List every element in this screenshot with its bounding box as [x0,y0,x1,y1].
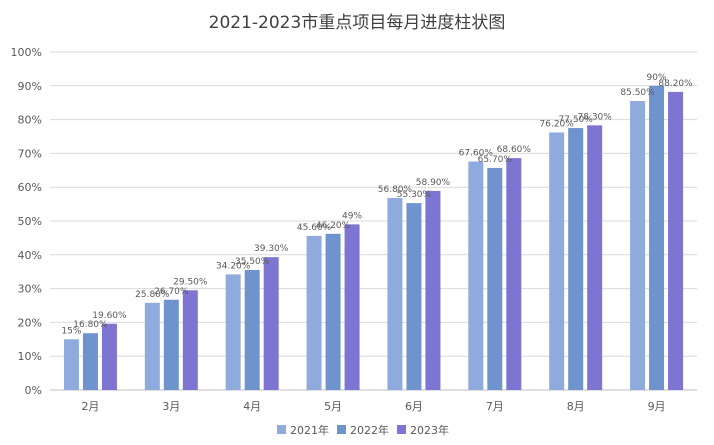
bar [244,270,260,390]
bar [630,101,646,390]
data-label: 90% [647,73,667,83]
legend-label: 2023年 [410,423,449,437]
y-tick-label: 100% [11,46,42,59]
data-label: 78.30% [578,112,613,122]
bar [468,161,484,390]
data-label: 85.50% [620,88,655,98]
bar [82,333,98,390]
x-tick-label: 6月 [405,400,423,413]
legend: 2021年 2022年 2023年 [277,423,449,437]
data-label: 55.30% [397,190,432,200]
bar [649,85,665,391]
y-tick-label: 20% [18,316,42,329]
x-tick-label: 5月 [324,400,342,413]
data-label: 68.60% [497,145,532,155]
data-label: 49% [342,211,362,221]
bar [263,257,279,390]
bar [182,290,198,390]
x-tick-label: 7月 [486,400,504,413]
bar [163,299,179,390]
bar [325,233,341,390]
bar [668,91,684,390]
y-tick-label: 0% [25,384,42,397]
chart-title: 2021-2023市重点项目每月进度柱状图 [209,13,506,33]
data-label: 19.60% [92,311,127,321]
bar [101,323,117,390]
y-tick-label: 80% [18,114,42,127]
bar [144,302,160,390]
legend-swatch [277,425,286,434]
data-label: 76.20% [540,119,575,129]
bar [63,339,79,390]
bar [549,132,565,390]
x-tick-label: 8月 [567,400,585,413]
bar [568,128,584,391]
legend-label: 2022年 [350,423,389,437]
bar [506,158,522,390]
data-label: 56.80% [378,185,413,195]
x-tick-label: 2月 [81,400,99,413]
data-label: 34.20% [216,261,251,271]
bar [225,274,241,390]
data-label: 88.20% [658,79,693,89]
bar [587,125,603,390]
bars [63,85,684,391]
legend-swatch [337,425,346,434]
data-label: 39.30% [254,244,289,254]
legend-swatch [397,425,406,434]
bar [487,167,503,390]
data-label: 16.80% [73,320,108,330]
data-label: 29.50% [173,277,208,287]
data-label: 65.70% [478,155,513,165]
x-axis-ticks: 2月 3月 4月 5月 6月 7月 8月 9月 [81,400,665,413]
y-tick-label: 90% [18,80,42,93]
y-tick-label: 30% [18,283,42,296]
bar [387,198,403,390]
data-label: 46.20% [316,221,351,231]
data-label: 67.60% [459,149,494,159]
legend-label: 2021年 [290,423,329,437]
data-labels: 15%16.80%19.60% 25.80%26.70%29.50% 34.20%3… [61,73,693,336]
bar [306,235,322,390]
y-tick-label: 60% [18,181,42,194]
data-label: 15% [61,326,81,336]
x-tick-label: 9月 [648,400,666,413]
x-tick-label: 4月 [243,400,261,413]
data-label: 26.70% [154,287,189,297]
data-label: 77.50% [559,115,594,125]
x-tick-label: 3月 [162,400,180,413]
data-label: 58.90% [416,178,451,188]
y-tick-label: 50% [18,215,42,228]
bar [344,224,360,390]
data-label: 45.60% [297,223,332,233]
data-label: 25.80% [135,290,170,300]
y-tick-label: 70% [18,147,42,160]
bar [425,190,441,390]
data-label: 35.50% [235,257,270,267]
y-tick-label: 40% [18,249,42,262]
bar [406,203,422,390]
y-axis-ticks: 0% 10% 20% 30% 40% 50% 60% 70% 80% 90% 100% [11,46,42,397]
y-tick-label: 10% [18,350,42,363]
